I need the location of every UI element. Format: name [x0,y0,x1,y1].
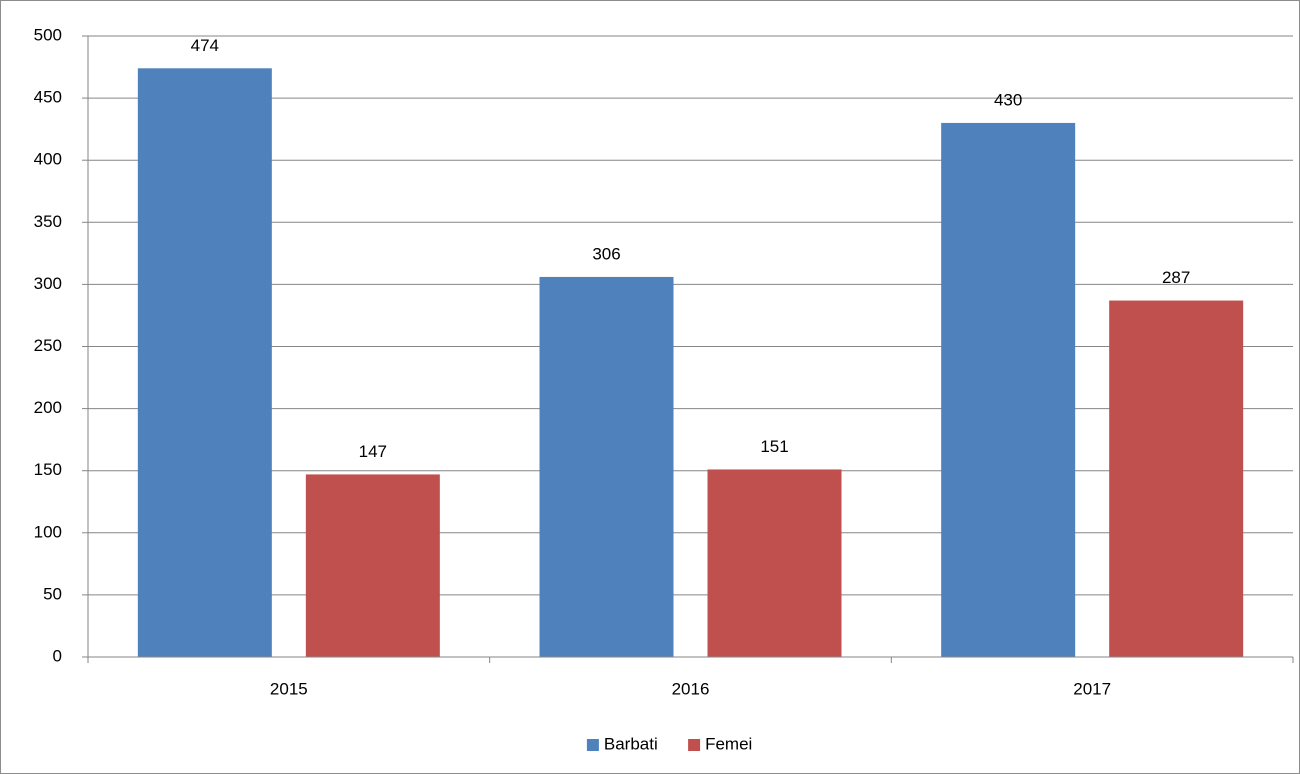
y-tick-label: 300 [34,274,62,293]
legend-label: Femei [705,734,752,753]
bar [539,276,674,657]
data-label: 430 [994,90,1022,109]
bar [137,68,272,658]
y-tick-label: 450 [34,88,62,107]
data-label: 306 [592,244,620,263]
legend-swatch [586,739,599,751]
y-tick-label: 100 [34,522,62,541]
y-tick-label: 50 [43,584,62,603]
x-tick-label: 2015 [270,679,308,698]
bar [1109,300,1244,657]
x-tick-label: 2017 [1073,679,1111,698]
x-tick-label: 2016 [672,679,710,698]
bar [941,122,1076,657]
legend-label: Barbati [604,734,658,753]
data-label: 287 [1162,268,1190,287]
legend-swatch [688,739,701,751]
data-label: 151 [760,437,788,456]
y-tick-label: 200 [34,398,62,417]
y-tick-label: 0 [53,646,62,665]
y-tick-label: 350 [34,212,62,231]
bar [305,474,440,657]
y-tick-label: 250 [34,336,62,355]
data-label: 147 [359,442,387,461]
y-tick-label: 500 [34,25,62,44]
data-label: 474 [191,36,219,55]
bar [707,469,842,657]
y-tick-label: 400 [34,150,62,169]
y-tick-label: 150 [34,460,62,479]
